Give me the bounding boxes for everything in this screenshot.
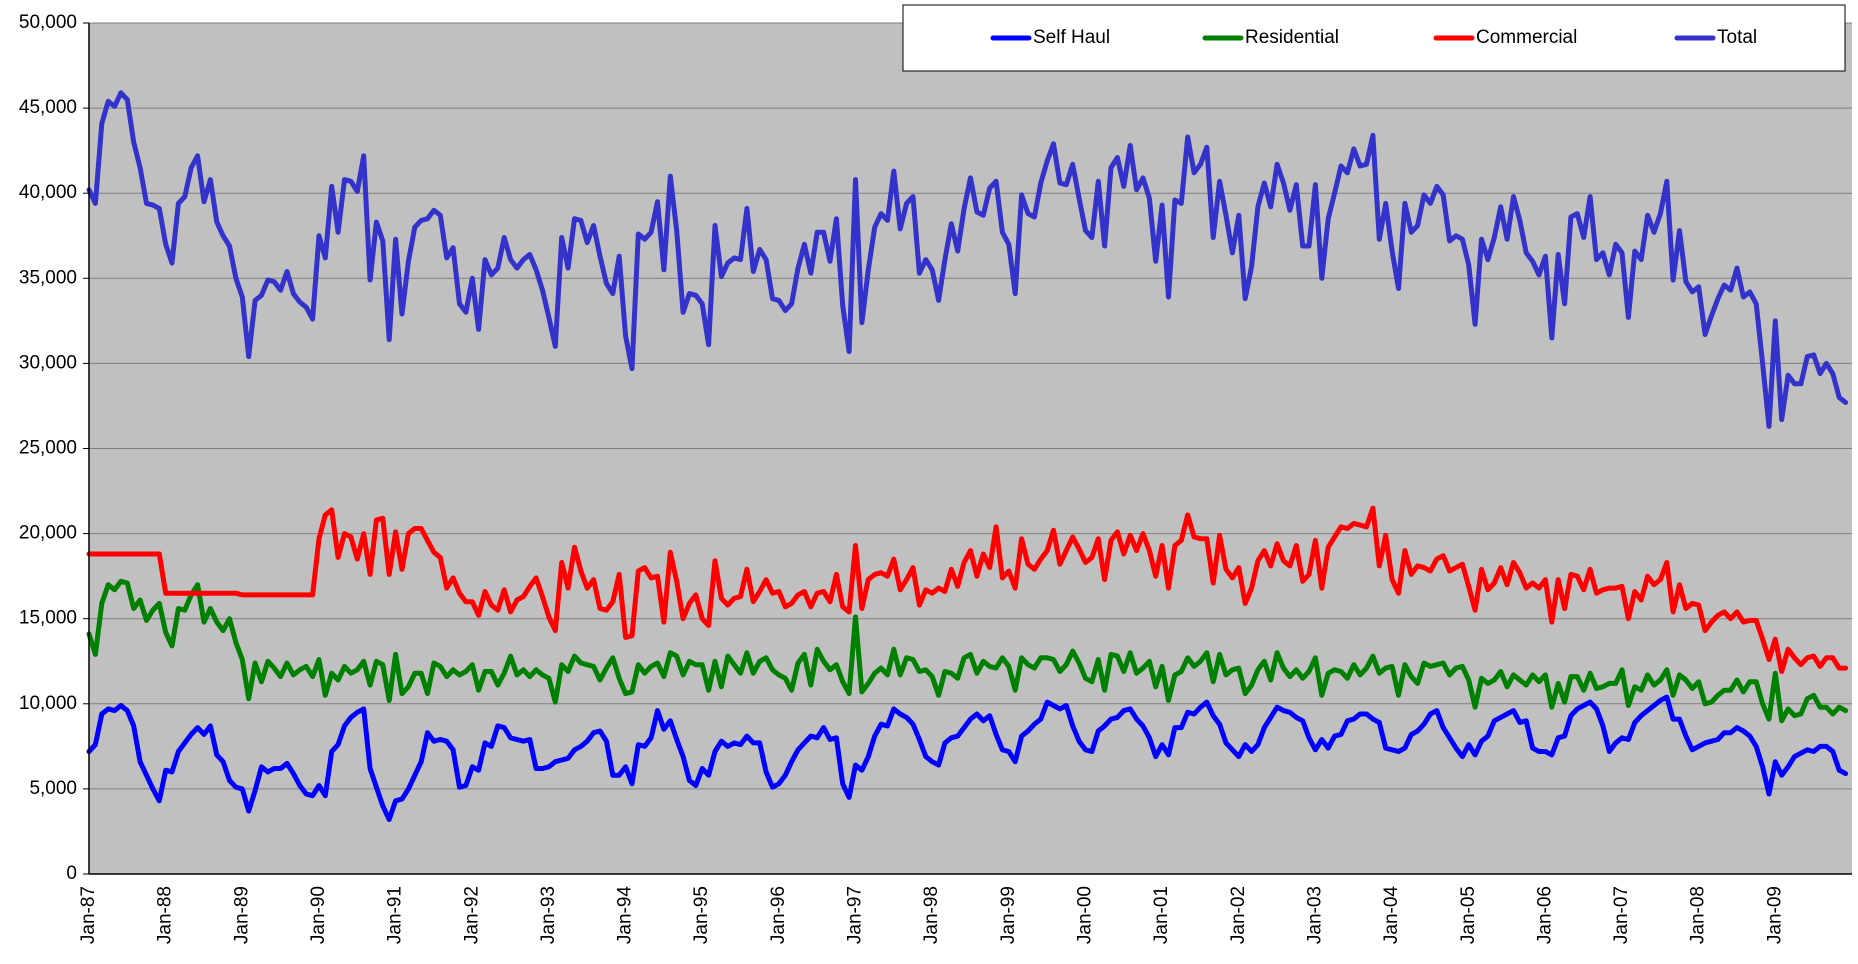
legend-label: Residential	[1245, 27, 1339, 48]
y-tick-label: 15,000	[19, 608, 77, 629]
x-tick-label: Jan-91	[385, 886, 406, 944]
y-tick-label: 0	[66, 863, 77, 884]
x-tick-label: Jan-95	[691, 886, 712, 944]
x-tick-label: Jan-92	[461, 886, 482, 944]
x-tick-label: Jan-90	[308, 886, 329, 944]
y-tick-label: 45,000	[19, 97, 77, 118]
legend-label: Commercial	[1476, 27, 1577, 48]
y-tick-label: 20,000	[19, 523, 77, 544]
y-tick-label: 30,000	[19, 352, 77, 373]
x-tick-label: Jan-00	[1074, 886, 1095, 944]
y-tick-label: 5,000	[29, 778, 77, 799]
x-tick-label: Jan-01	[1151, 886, 1172, 944]
legend-label: Self Haul	[1033, 27, 1110, 48]
x-tick-label: Jan-02	[1228, 886, 1249, 944]
x-tick-label: Jan-98	[921, 886, 942, 944]
y-tick-label: 40,000	[19, 182, 77, 203]
x-tick-label: Jan-88	[155, 886, 176, 944]
x-tick-label: Jan-97	[845, 886, 866, 944]
series-line	[86, 578, 1849, 724]
x-tick-label: Jan-09	[1764, 886, 1785, 944]
x-tick-label: Jan-04	[1381, 886, 1402, 945]
legend-label: Total	[1717, 27, 1757, 48]
y-tick-label: 35,000	[19, 267, 77, 288]
y-tick-label: 50,000	[19, 12, 77, 33]
x-tick-label: Jan-87	[78, 886, 99, 944]
x-tick-label: Jan-05	[1458, 886, 1479, 944]
x-tick-label: Jan-06	[1534, 886, 1555, 944]
x-tick-label: Jan-89	[231, 886, 252, 944]
lines	[86, 90, 1849, 822]
x-tick-label: Jan-93	[538, 886, 559, 944]
axes: 0 5,000 10,000 15,000 20,000 25,000 30,000 35,0…	[19, 12, 1852, 944]
x-tick-label: Jan-94	[615, 886, 636, 945]
y-tick-label: 25,000	[19, 438, 77, 459]
legend: Self Haul Residential Commercial Total	[902, 4, 1846, 72]
x-tick-label: Jan-08	[1688, 886, 1709, 944]
series-line	[86, 90, 1849, 429]
series-line	[86, 505, 1849, 674]
series-line	[86, 694, 1849, 822]
x-tick-label: Jan-99	[998, 886, 1019, 944]
x-tick-label: Jan-96	[768, 886, 789, 944]
x-tick-label: Jan-03	[1304, 886, 1325, 944]
x-tick-label: Jan-07	[1611, 886, 1632, 944]
y-tick-label: 10,000	[19, 693, 77, 714]
